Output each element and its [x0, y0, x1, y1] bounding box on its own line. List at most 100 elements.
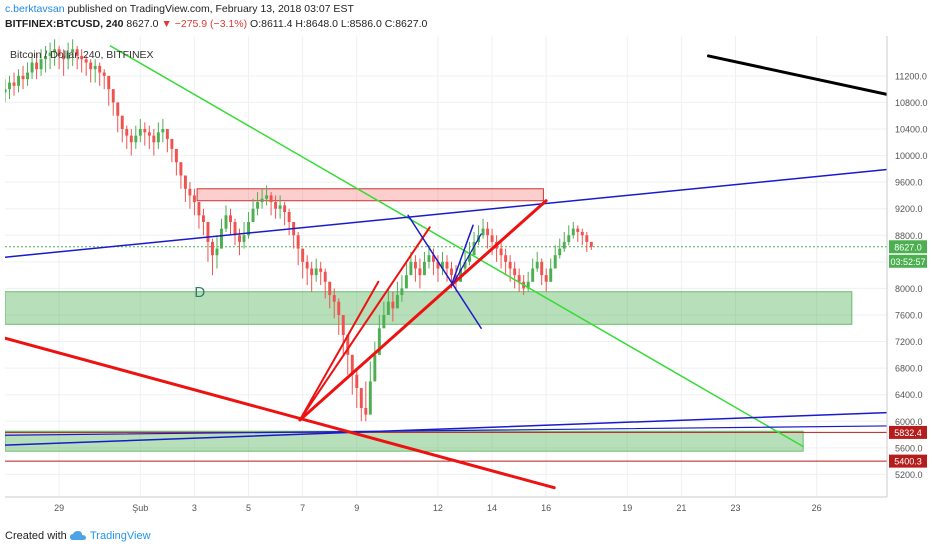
price-tag-2: 5400.3: [889, 454, 927, 468]
candle-body: [377, 328, 381, 355]
candle-body: [576, 228, 580, 232]
x-tick-label: 3: [192, 503, 197, 513]
plot-area: D: [5, 39, 887, 490]
trendline-1: [109, 45, 804, 448]
candle-body: [359, 388, 363, 408]
candle: [89, 59, 93, 83]
candle: [404, 261, 408, 289]
candle: [328, 281, 332, 309]
countdown-tag-bg: [889, 254, 927, 268]
candle-body: [337, 301, 341, 315]
candle-body: [513, 268, 517, 276]
candle-body: [201, 215, 205, 222]
candle-body: [373, 354, 377, 382]
candle: [44, 45, 48, 73]
x-axis-labels: 29 Şub 3 5 7 9 12 14 16 19 21 23 26: [54, 503, 822, 513]
chart-title: Bitcoin / Dollar, 240, BITFINEX: [10, 49, 154, 61]
x-tick-label: 16: [541, 503, 551, 513]
candle: [526, 271, 530, 292]
candle-body: [517, 275, 521, 282]
candle-body: [589, 241, 593, 247]
candle-body: [567, 235, 571, 242]
candle-body: [441, 261, 444, 269]
candle: [125, 125, 129, 149]
candle-body: [544, 275, 548, 282]
candle: [17, 69, 20, 93]
candle: [486, 221, 490, 249]
candle: [296, 231, 300, 266]
candle: [549, 258, 553, 282]
price-tag-bg: [889, 425, 927, 439]
candle-body: [71, 49, 75, 53]
candle-body: [413, 261, 417, 269]
y-tick-label: 8000.0: [895, 284, 923, 294]
candle: [220, 218, 223, 249]
candle-body: [404, 275, 408, 289]
tradingview-label: TradingView: [90, 530, 151, 542]
candle-body: [224, 215, 228, 229]
y-tick-label: 7600.0: [895, 310, 923, 320]
candle-body: [314, 268, 318, 276]
candle-body: [62, 55, 66, 60]
candle-body: [161, 128, 165, 133]
candle: [567, 225, 571, 246]
candle-body: [269, 195, 273, 203]
candle: [80, 49, 84, 73]
candle: [400, 275, 404, 302]
candle: [576, 225, 580, 242]
candle-body: [571, 228, 575, 236]
candle-body: [165, 128, 169, 139]
published-text: published on TradingView.com, February 1…: [67, 3, 354, 15]
tradingview-brand[interactable]: TradingView: [70, 530, 151, 542]
candle: [183, 175, 187, 203]
candle: [197, 202, 201, 229]
candle: [134, 125, 138, 149]
y-tick-label: 8800.0: [895, 231, 923, 241]
candle-body: [332, 295, 336, 302]
candle: [513, 261, 517, 289]
candle: [251, 198, 255, 222]
candle-body: [238, 235, 241, 242]
author-link[interactable]: c.berktavsan: [5, 3, 65, 15]
candle: [229, 208, 232, 236]
candle: [391, 291, 395, 322]
candle-body: [310, 268, 314, 276]
candle-body: [287, 212, 291, 222]
candle-body: [504, 255, 508, 262]
candle: [427, 245, 431, 269]
candle-body: [57, 49, 61, 56]
candle: [165, 128, 169, 153]
candle-body: [278, 205, 282, 209]
candle: [53, 39, 57, 66]
candle-body: [229, 215, 232, 222]
candle: [62, 49, 66, 76]
candle: [192, 188, 196, 216]
candle: [287, 208, 291, 236]
x-tick-label: 19: [622, 503, 632, 513]
candle-body: [549, 268, 553, 282]
y-tick-label: 5200.0: [895, 470, 923, 480]
y-tick-label: 6800.0: [895, 364, 923, 374]
candle-body: [562, 241, 566, 249]
candle: [201, 208, 205, 236]
candle-body: [48, 52, 52, 56]
candle-body: [107, 75, 111, 90]
candle: [30, 52, 34, 80]
candle: [359, 388, 363, 422]
y-tick-label: 6400.0: [895, 390, 923, 400]
candle: [260, 188, 264, 209]
candle: [544, 268, 548, 292]
candle: [504, 248, 508, 276]
candle-body: [93, 65, 97, 70]
trendline-0: [706, 54, 887, 96]
candle: [8, 75, 11, 100]
candle: [238, 228, 241, 256]
trendline-9: [407, 214, 482, 330]
candle-body: [35, 62, 39, 70]
candle: [292, 221, 296, 249]
candle-body: [66, 52, 70, 60]
candle-body: [585, 235, 589, 242]
candle-body: [490, 235, 494, 242]
candle-body: [26, 72, 30, 80]
